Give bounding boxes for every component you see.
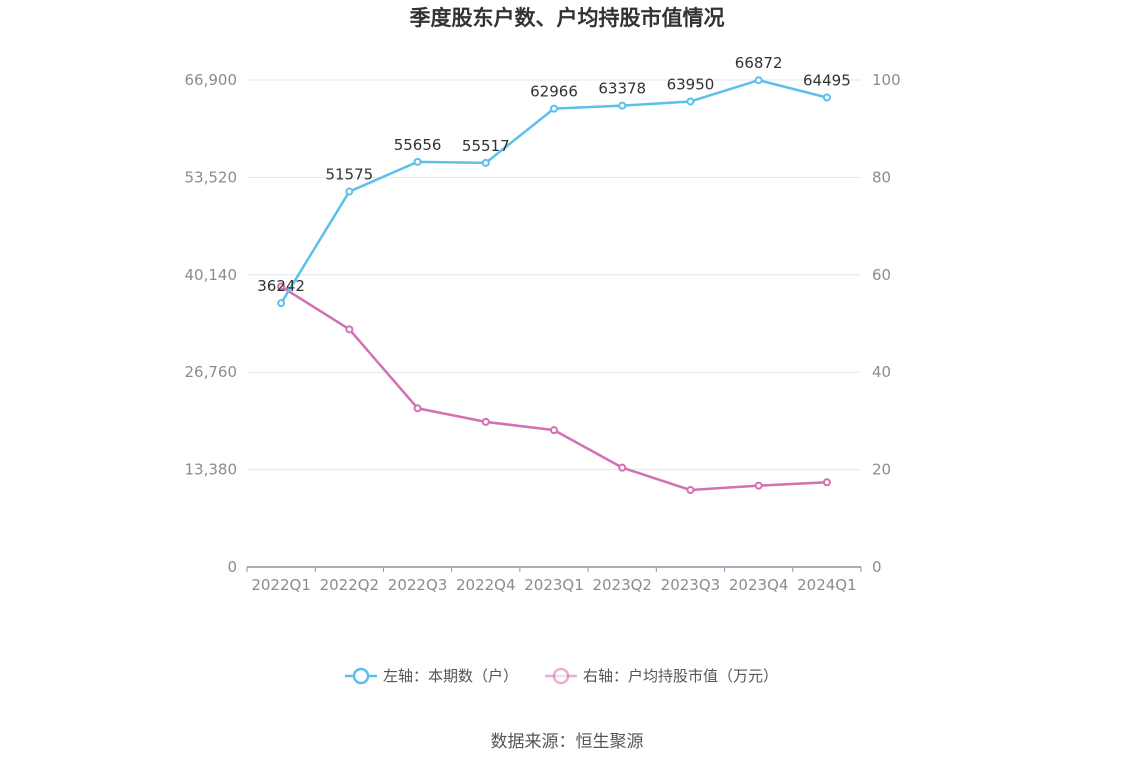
right-tick-label: 60 xyxy=(872,266,891,284)
x-tick-label: 2022Q4 xyxy=(456,576,516,594)
right-tick-label: 40 xyxy=(872,363,891,381)
data-point[interactable] xyxy=(481,158,490,167)
left-tick-label: 13,380 xyxy=(185,461,238,479)
left-tick-label: 66,900 xyxy=(185,71,238,89)
data-label: 36242 xyxy=(257,277,305,295)
series-line xyxy=(280,78,828,304)
series-line xyxy=(280,285,827,492)
data-point[interactable] xyxy=(481,417,490,426)
left-tick-label: 26,760 xyxy=(185,363,238,381)
data-label: 66872 xyxy=(735,54,783,72)
legend-label: 左轴：本期数（户） xyxy=(383,667,518,685)
chart-title: 季度股东户数、户均持股市值情况 xyxy=(410,6,725,30)
data-point[interactable] xyxy=(822,478,831,487)
data-label: 63378 xyxy=(598,80,646,98)
x-tick-label: 2023Q4 xyxy=(729,576,789,594)
x-tick-label: 2023Q1 xyxy=(524,576,584,594)
data-point[interactable] xyxy=(413,157,422,166)
legend-marker xyxy=(552,667,570,685)
left-tick-label: 53,520 xyxy=(185,168,238,186)
grid xyxy=(247,79,861,568)
x-tick-label: 2023Q2 xyxy=(592,576,652,594)
legend-item[interactable]: 左轴：本期数（户） xyxy=(345,667,518,685)
data-point[interactable] xyxy=(550,104,558,113)
legend-item[interactable]: 右轴：户均持股市值（万元） xyxy=(545,667,778,685)
right-tick-label: 80 xyxy=(872,168,891,186)
data-label: 64495 xyxy=(803,72,851,90)
data-point[interactable] xyxy=(618,101,627,110)
x-tick-label: 2022Q1 xyxy=(251,576,311,594)
left-tick-label: 40,140 xyxy=(185,266,238,284)
data-point[interactable] xyxy=(277,282,286,291)
right-tick-label: 0 xyxy=(872,558,882,576)
data-point[interactable] xyxy=(754,481,763,490)
x-axis: 2022Q1 2022Q2 2022Q3 2022Q4 2023Q1 2023Q2 2023… xyxy=(246,567,862,594)
data-label: 55656 xyxy=(394,136,442,154)
right-axis: 0 20 40 60 80 100 xyxy=(872,71,901,576)
data-point[interactable] xyxy=(345,325,354,334)
data-label: 62966 xyxy=(530,83,578,101)
x-tick-label: 2022Q2 xyxy=(320,576,380,594)
x-tick-label: 2023Q3 xyxy=(661,576,721,594)
data-point[interactable] xyxy=(754,76,763,85)
legend[interactable]: 左轴：本期数（户） 右轴：户均持股市值（万元） xyxy=(345,667,778,685)
x-tick-label: 2022Q3 xyxy=(388,576,448,594)
right-tick-label: 100 xyxy=(872,71,901,89)
series-shareholders: 36242 51575 55656 55517 62966 63378 63950 66872… xyxy=(257,54,851,308)
legend-marker xyxy=(352,667,370,685)
legend-label: 右轴：户均持股市值（万元） xyxy=(583,667,778,685)
data-point[interactable] xyxy=(618,463,627,472)
data-point[interactable] xyxy=(686,486,695,495)
data-label: 55517 xyxy=(462,137,510,155)
source-note: 数据来源：恒生聚源 xyxy=(491,732,644,752)
data-point[interactable] xyxy=(686,97,695,106)
data-label: 63950 xyxy=(667,75,715,93)
left-axis: 0 13,380 26,760 40,140 53,520 66,900 xyxy=(185,71,238,576)
data-point[interactable] xyxy=(822,93,831,102)
data-point[interactable] xyxy=(345,187,354,196)
series-layer: 36242 51575 55656 55517 62966 63378 63950 66872… xyxy=(257,54,851,495)
data-point[interactable] xyxy=(550,426,558,435)
x-tick-label: 2024Q1 xyxy=(797,576,857,594)
left-tick-label: 0 xyxy=(227,558,237,576)
data-point[interactable] xyxy=(277,299,286,308)
data-point[interactable] xyxy=(413,404,422,413)
data-label: 51575 xyxy=(325,166,373,184)
series-avg-holding-value xyxy=(277,282,831,495)
right-tick-label: 20 xyxy=(872,461,891,479)
